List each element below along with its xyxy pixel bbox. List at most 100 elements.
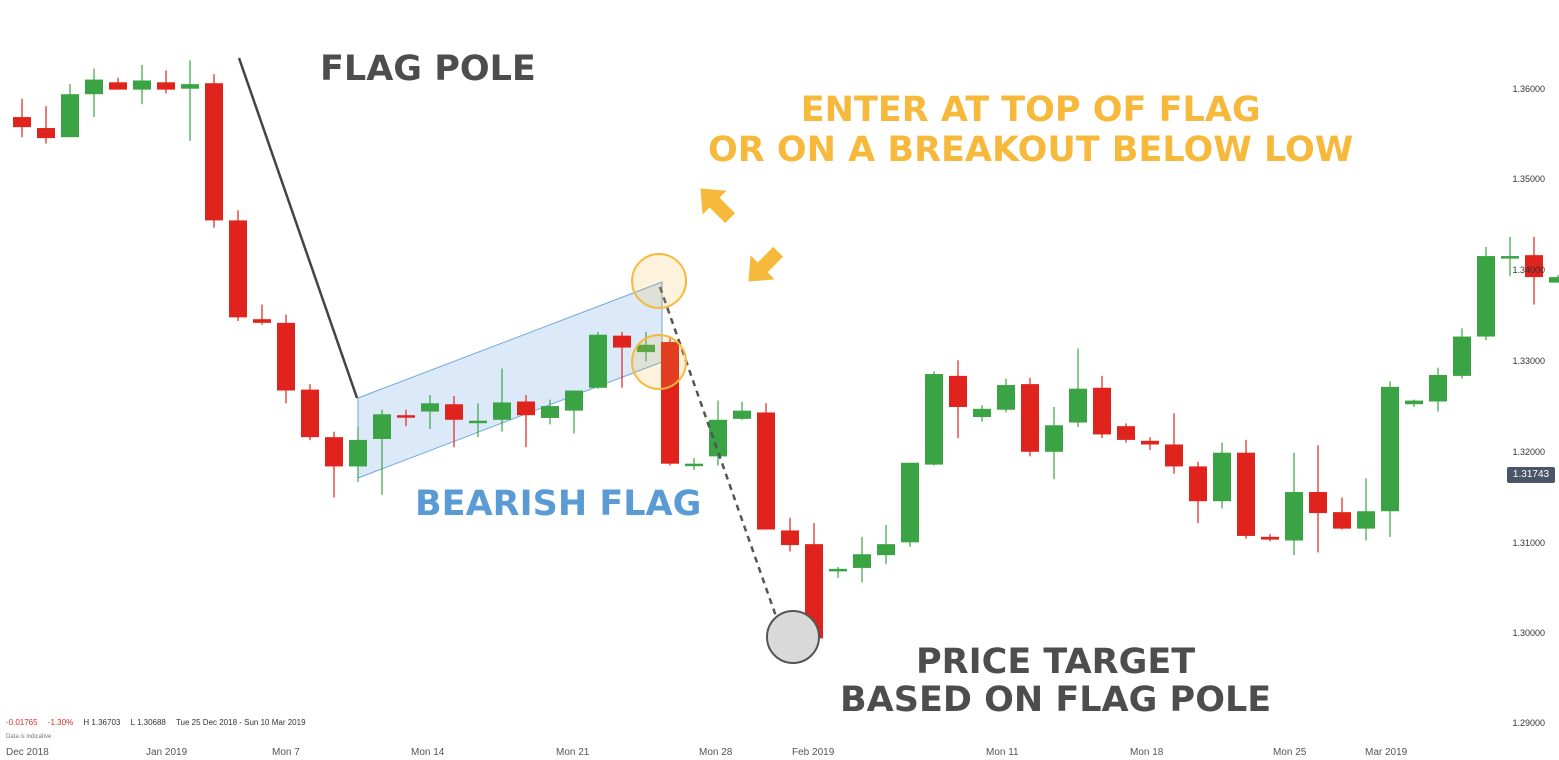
indicative-note: Data is indicative xyxy=(6,734,52,740)
candle xyxy=(277,314,295,404)
candle xyxy=(253,304,271,325)
candle-body xyxy=(181,84,199,89)
candle-body xyxy=(1213,452,1231,502)
entry-annotation: ENTER AT TOP OF FLAG OR ON A BREAKOUT BE… xyxy=(708,90,1353,170)
candle xyxy=(1309,445,1327,553)
candle xyxy=(181,60,199,141)
candle xyxy=(877,524,895,565)
y-tick-label: 1.30000 xyxy=(1512,628,1545,638)
candle xyxy=(301,384,319,440)
entry-arrow-right xyxy=(748,246,784,282)
candle-body xyxy=(1357,511,1375,529)
candle xyxy=(493,368,511,432)
candle xyxy=(925,371,943,466)
stat-date-range: Tue 25 Dec 2018 - Sun 10 Mar 2019 xyxy=(175,718,306,727)
candle-body xyxy=(685,463,703,467)
x-tick-label: Mon 18 xyxy=(1130,747,1164,758)
entry-annotation-line2: OR ON A BREAKOUT BELOW LOW xyxy=(708,130,1354,170)
candle xyxy=(349,427,367,482)
candle-body xyxy=(445,404,463,420)
candle xyxy=(613,331,631,388)
candle-body xyxy=(1405,400,1423,405)
candle-body xyxy=(949,375,967,407)
candle xyxy=(85,68,103,118)
bearish-flag-channel xyxy=(357,281,663,479)
stat-low: L 1.30688 xyxy=(130,718,166,727)
price-stats-bar: -0.01765 -1.30% H 1.36703 L 1.30688 Tue … xyxy=(6,718,314,727)
candle-body xyxy=(325,437,343,467)
candle-body xyxy=(397,415,415,418)
candle-body xyxy=(1069,388,1087,423)
y-tick-label: 1.33000 xyxy=(1512,356,1545,366)
candle xyxy=(685,458,703,471)
candle-body xyxy=(157,82,175,90)
price-target-line1: PRICE TARGET xyxy=(916,642,1196,682)
candle xyxy=(1213,442,1231,509)
candle xyxy=(829,567,847,579)
candle xyxy=(229,210,247,322)
candle xyxy=(733,401,751,420)
candle-body xyxy=(973,408,991,418)
candle-body xyxy=(1309,492,1327,514)
current-price-badge: 1.31743 xyxy=(1507,467,1555,483)
candle-body xyxy=(373,414,391,439)
candle xyxy=(133,64,151,105)
x-tick-label: Mon 25 xyxy=(1273,747,1307,758)
candle xyxy=(1069,348,1087,428)
candle xyxy=(205,74,223,228)
candle xyxy=(1141,437,1159,450)
candle xyxy=(37,106,55,144)
candle-body xyxy=(613,335,631,348)
candle-body xyxy=(565,390,583,411)
candle xyxy=(109,77,127,90)
candle-body xyxy=(1093,387,1111,435)
candle xyxy=(757,403,775,530)
candle xyxy=(781,517,799,552)
x-tick-label: Mon 28 xyxy=(699,747,733,758)
candle-body xyxy=(421,403,439,412)
candle xyxy=(1405,399,1423,407)
candle-body xyxy=(997,385,1015,410)
candle-body xyxy=(13,117,31,128)
y-tick-label: 1.35000 xyxy=(1512,174,1545,184)
candle-body xyxy=(1021,384,1039,452)
candle-body xyxy=(277,322,295,391)
candle xyxy=(61,84,79,138)
x-tick-label: Mon 21 xyxy=(556,747,590,758)
candle xyxy=(517,395,535,448)
entry-arrow-left xyxy=(700,188,736,224)
stat-change-percent: -1.30% xyxy=(47,718,74,727)
price-target-line2: BASED ON FLAG POLE xyxy=(840,680,1272,720)
candle-body xyxy=(901,462,919,543)
candle-body xyxy=(37,128,55,139)
candle-body xyxy=(1261,536,1279,540)
candle xyxy=(1021,377,1039,457)
candle xyxy=(1381,381,1399,537)
candle xyxy=(13,98,31,138)
candle-body xyxy=(1189,466,1207,502)
x-tick-label: Mon 14 xyxy=(411,747,445,758)
candle xyxy=(565,390,583,434)
flag-pole-annotation: FLAG POLE xyxy=(320,49,536,89)
candle-body xyxy=(253,319,271,323)
candle xyxy=(1525,236,1543,305)
candle xyxy=(637,331,655,362)
candle-body xyxy=(517,401,535,416)
candle-body xyxy=(853,554,871,568)
candle xyxy=(949,360,967,439)
candle-body xyxy=(925,374,943,465)
x-tick-label: Mon 7 xyxy=(272,747,300,758)
candle-body xyxy=(85,79,103,95)
candle xyxy=(1333,497,1351,530)
flag-channel-fill xyxy=(357,281,663,479)
candle xyxy=(973,405,991,422)
candle xyxy=(469,403,487,438)
candle xyxy=(325,431,343,498)
candle-body xyxy=(1045,425,1063,452)
entry-breakout-circle xyxy=(631,334,687,390)
candle-body xyxy=(109,82,127,90)
price-target-circle xyxy=(766,610,820,664)
candle-body xyxy=(205,83,223,221)
candle-body xyxy=(781,530,799,546)
